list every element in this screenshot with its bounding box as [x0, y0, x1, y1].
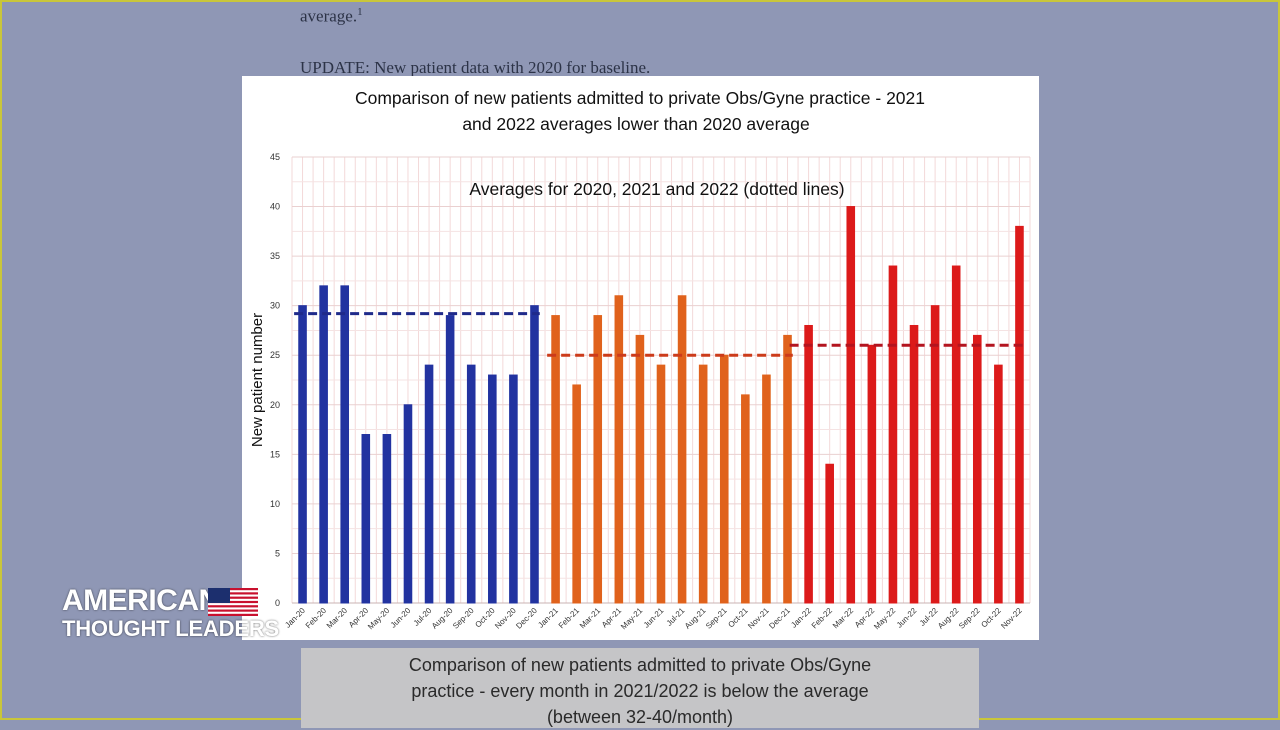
y-tick-label: 30: [270, 301, 280, 311]
y-tick-label: 35: [270, 251, 280, 261]
bar-jul-21: [677, 295, 687, 604]
bar-feb-22: [825, 463, 834, 604]
bar-jun-20: [403, 404, 413, 604]
bar-jan-21: [551, 315, 560, 604]
y-tick-label: 5: [275, 548, 280, 558]
x-tick-label: Jan-22: [789, 606, 813, 630]
bar-jan-22: [804, 324, 813, 604]
caption-box: Comparison of new patients admitted to p…: [301, 648, 979, 728]
x-tick-label: Mar-22: [831, 606, 856, 631]
y-tick-label: 25: [270, 350, 280, 360]
bar-nov-21: [762, 374, 771, 604]
bar-sep-21: [719, 354, 729, 604]
bar-oct-20: [488, 374, 497, 604]
bar-apr-20: [361, 434, 371, 604]
bar-mar-22: [846, 206, 856, 604]
chart-panel: 0 5 10 15 20 25 30 35 40 45 Jan-20 Feb-20 Mar-20 Apr-…: [242, 76, 1039, 640]
caption-line: Comparison of new patients admitted to p…: [408, 655, 872, 675]
x-tick-label: Feb-22: [810, 606, 835, 631]
bar-aug-21: [698, 364, 708, 604]
x-tick-label: Nov-22: [999, 606, 1024, 631]
bar-aug-22: [951, 265, 961, 604]
y-tick-label: 15: [270, 449, 280, 459]
document-update-line: UPDATE: New patient data with 2020 for b…: [300, 58, 651, 77]
x-tick-label: Nov-21: [746, 606, 771, 631]
bar-oct-22: [994, 364, 1003, 604]
x-tick-label: Nov-20: [493, 606, 518, 631]
y-tick-label: 20: [270, 400, 280, 410]
document-line: average.: [300, 6, 358, 26]
bar-apr-22: [867, 344, 877, 604]
x-tick-label: Mar-20: [325, 606, 350, 631]
bar-sep-20: [466, 364, 476, 604]
x-tick-label: Jan-21: [536, 606, 560, 630]
x-tick-label: Jun-20: [389, 606, 413, 630]
y-tick-label: 45: [270, 152, 280, 162]
bar-jun-22: [909, 324, 919, 604]
y-axis-label: New patient number: [249, 313, 266, 447]
bar-nov-22: [1015, 225, 1024, 604]
bar-aug-20: [445, 315, 455, 604]
bar-jan-20: [298, 305, 307, 604]
bar-nov-20: [509, 374, 518, 604]
x-tick-label: Jun-22: [895, 606, 919, 630]
y-tick-label: 40: [270, 202, 280, 212]
x-tick-label: Sep-20: [451, 606, 476, 631]
logo-line-1: AMERICAN: [62, 584, 220, 617]
american-thought-leaders-logo: AMERICAN THOUGHT LEADERS: [62, 586, 279, 642]
x-tick-label: May-21: [619, 606, 645, 632]
bar-sep-22: [972, 334, 982, 604]
bar-mar-20: [340, 285, 350, 604]
x-tick-label: May-20: [366, 606, 392, 632]
x-tick-label: Sep-22: [957, 606, 982, 631]
document-text-average: average.1: [300, 6, 363, 27]
x-tick-label: Jun-21: [642, 606, 666, 630]
bar-oct-21: [741, 394, 750, 604]
chart-svg: 051015202530354045Jan-20Feb-20Mar-20Apr-…: [249, 88, 1031, 632]
x-tick-label: Dec-20: [514, 606, 539, 631]
bar-feb-20: [319, 285, 328, 604]
x-tick-label: Feb-21: [557, 606, 582, 631]
chart-title-line-2: and 2022 averages lower than 2020 averag…: [462, 114, 809, 134]
bar-may-21: [635, 334, 645, 604]
caption-line: (between 32-40/month): [546, 707, 734, 727]
bar-feb-21: [572, 384, 581, 604]
us-flag-icon: [208, 588, 258, 616]
bar-dec-20: [530, 305, 539, 604]
x-tick-label: May-22: [872, 606, 898, 632]
bar-may-20: [382, 434, 392, 604]
x-tick-label: Aug-20: [430, 606, 455, 631]
caption-line: practice - every month in 2021/2022 is b…: [411, 681, 869, 701]
chart-title-line-1: Comparison of new patients admitted to p…: [355, 88, 925, 108]
bar-mar-21: [593, 315, 603, 604]
x-tick-label: Aug-21: [683, 606, 708, 631]
bar-jul-22: [930, 305, 940, 604]
y-tick-label: 0: [275, 598, 280, 608]
x-tick-label: Sep-21: [704, 606, 729, 631]
footnote-ref[interactable]: 1: [357, 6, 363, 18]
y-tick-label: 10: [270, 499, 280, 509]
logo-line-2: THOUGHT LEADERS: [62, 616, 280, 641]
bar-dec-21: [783, 334, 792, 604]
bar-apr-21: [614, 295, 624, 604]
bar-may-22: [888, 265, 898, 604]
x-tick-label: Feb-20: [304, 606, 329, 631]
x-tick-label: Aug-22: [936, 606, 961, 631]
bar-jun-21: [656, 364, 666, 604]
chart-annotation: Averages for 2020, 2021 and 2022 (dotted…: [469, 179, 844, 199]
x-tick-label: Jan-20: [283, 606, 307, 630]
x-tick-label: Dec-21: [767, 606, 792, 631]
x-tick-label: Mar-21: [578, 606, 603, 631]
bar-jul-20: [424, 364, 434, 604]
